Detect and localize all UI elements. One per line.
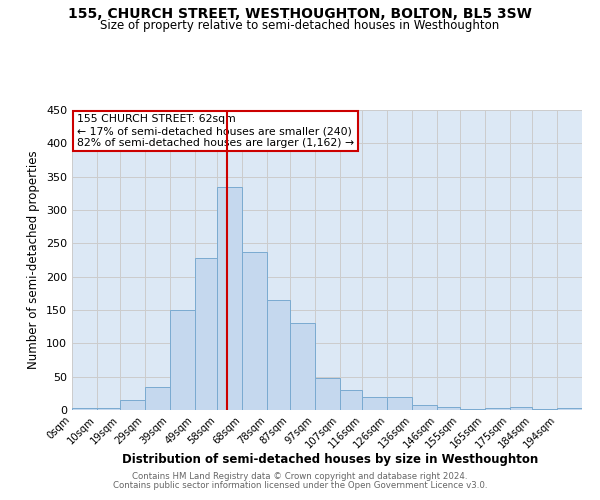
- Text: Size of property relative to semi-detached houses in Westhoughton: Size of property relative to semi-detach…: [100, 19, 500, 32]
- Bar: [485, 408, 509, 410]
- Text: 155 CHURCH STREET: 62sqm
← 17% of semi-detached houses are smaller (240)
82% of : 155 CHURCH STREET: 62sqm ← 17% of semi-d…: [77, 114, 354, 148]
- Bar: [72, 408, 97, 410]
- Bar: [242, 252, 267, 410]
- Bar: [314, 378, 340, 410]
- Bar: [267, 300, 290, 410]
- Text: Contains public sector information licensed under the Open Government Licence v3: Contains public sector information licen…: [113, 481, 487, 490]
- Text: Distribution of semi-detached houses by size in Westhoughton: Distribution of semi-detached houses by …: [122, 452, 538, 466]
- Bar: [97, 408, 119, 410]
- Bar: [290, 322, 314, 410]
- Bar: [509, 408, 532, 410]
- Y-axis label: Number of semi-detached properties: Number of semi-detached properties: [28, 150, 40, 370]
- Bar: [532, 408, 557, 410]
- Bar: [387, 398, 412, 410]
- Bar: [119, 400, 145, 410]
- Bar: [194, 258, 217, 410]
- Bar: [217, 186, 242, 410]
- Bar: [362, 396, 387, 410]
- Bar: [557, 408, 582, 410]
- Bar: [460, 408, 485, 410]
- Bar: [437, 408, 460, 410]
- Bar: [170, 310, 194, 410]
- Bar: [145, 386, 170, 410]
- Bar: [412, 404, 437, 410]
- Text: 155, CHURCH STREET, WESTHOUGHTON, BOLTON, BL5 3SW: 155, CHURCH STREET, WESTHOUGHTON, BOLTON…: [68, 8, 532, 22]
- Text: Contains HM Land Registry data © Crown copyright and database right 2024.: Contains HM Land Registry data © Crown c…: [132, 472, 468, 481]
- Bar: [340, 390, 362, 410]
